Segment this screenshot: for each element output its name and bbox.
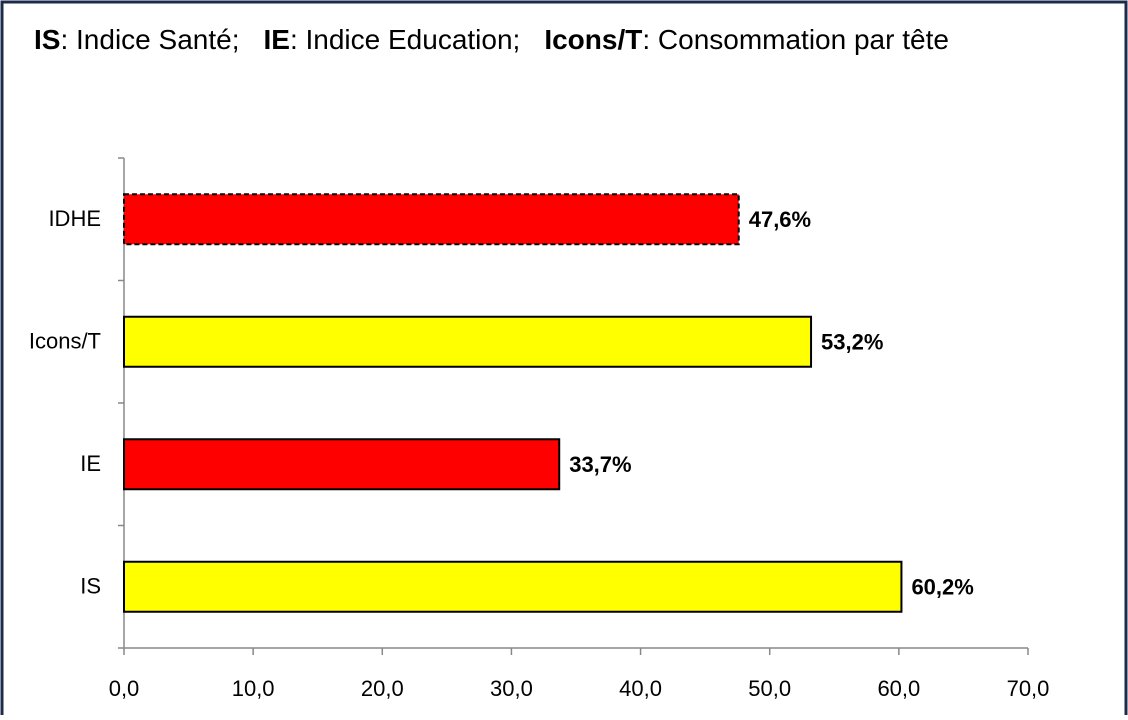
bar [123,193,740,246]
x-tick-label: 20,0 [361,676,404,701]
y-tick-label: IDHE [48,206,101,231]
x-tick-label: 60,0 [877,676,920,701]
chart-title: IS: Indice Santé; IE: Indice Education; Ic… [34,24,949,55]
x-tick-label: 40,0 [619,676,662,701]
bar [123,315,813,368]
value-label: 53,2% [821,330,883,355]
value-label: 47,6% [749,207,811,232]
y-tick-label: IE [80,451,101,476]
bar [123,560,903,613]
title-part: : Consommation par tête [642,24,949,55]
x-tick-label: 50,0 [748,676,791,701]
x-tick-label: 10,0 [232,676,275,701]
value-label: 33,7% [569,452,631,477]
x-tick-label: 30,0 [490,676,533,701]
x-tick-label: 0,0 [109,676,140,701]
title-part: IS [34,24,60,55]
title-part: : Indice Santé; [60,24,239,55]
y-tick-label: Icons/T [29,329,101,354]
title-part: Icons/T [544,24,642,55]
y-tick-label: IS [80,574,101,599]
title-part: : Indice Education; [290,24,520,55]
value-label: 60,2% [911,575,973,600]
x-tick-label: 70,0 [1007,676,1050,701]
bar [123,438,561,491]
title-part: IE [263,24,289,55]
